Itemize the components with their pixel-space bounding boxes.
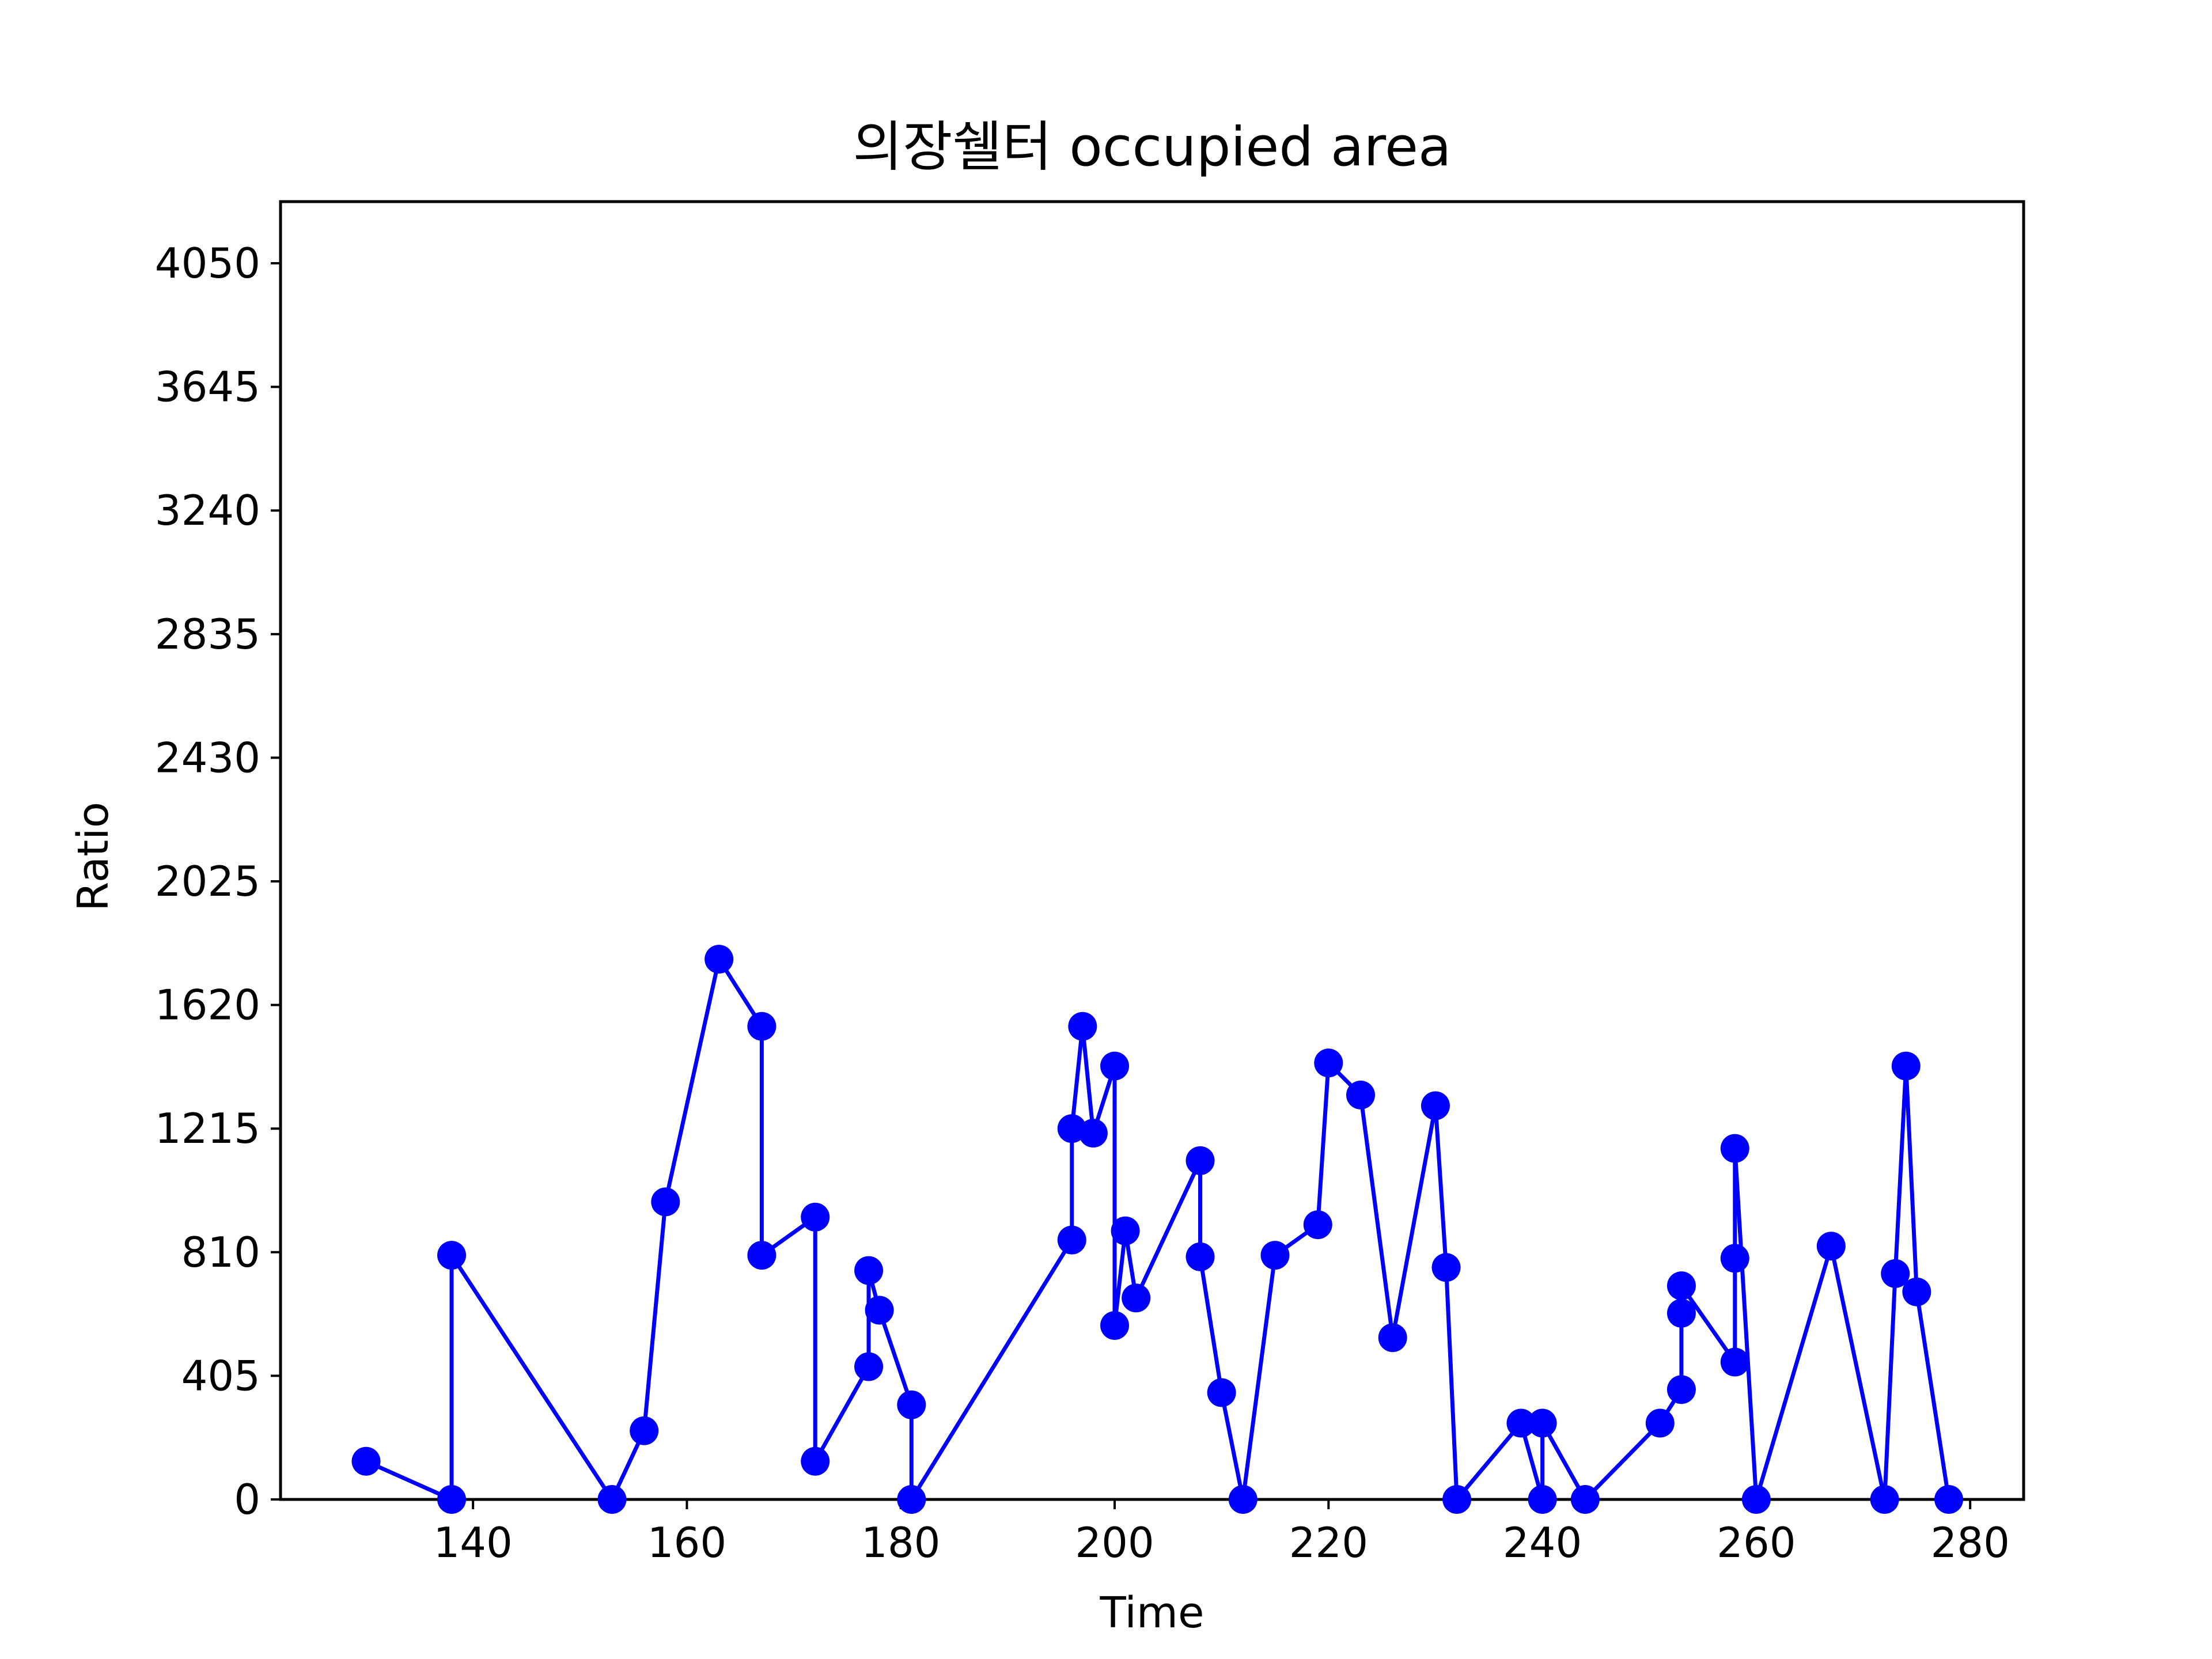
data-point (437, 1485, 467, 1514)
data-point (1314, 1048, 1343, 1078)
data-point (1666, 1271, 1696, 1301)
data-point (1346, 1080, 1376, 1109)
x-tick-label: 220 (1289, 1518, 1368, 1567)
data-point (630, 1416, 659, 1445)
data-point (1870, 1485, 1899, 1514)
data-point (1506, 1408, 1536, 1438)
data-point (747, 1241, 777, 1270)
data-point (597, 1485, 627, 1514)
data-point (1528, 1485, 1557, 1514)
data-point (1431, 1253, 1461, 1282)
x-tick-label: 160 (647, 1518, 726, 1567)
data-point (1260, 1241, 1290, 1270)
data-point (1185, 1146, 1215, 1175)
y-tick-label: 0 (234, 1475, 260, 1524)
x-tick-label: 140 (433, 1518, 512, 1567)
data-point (801, 1202, 830, 1232)
y-tick-label: 2835 (155, 610, 260, 658)
data-point (1570, 1485, 1600, 1514)
data-point (1666, 1375, 1696, 1404)
y-tick-label: 2025 (155, 857, 260, 906)
data-point (1934, 1485, 1964, 1514)
data-point (1228, 1485, 1257, 1514)
data-point (1057, 1225, 1086, 1255)
chart-title: 의장쉘터 occupied area (853, 116, 1451, 179)
data-point (1645, 1408, 1675, 1438)
data-point (1207, 1378, 1236, 1407)
data-point (1902, 1277, 1931, 1306)
data-point (1816, 1232, 1846, 1261)
data-point (1068, 1012, 1097, 1041)
data-point (1421, 1091, 1450, 1120)
data-point (1303, 1210, 1332, 1240)
x-tick-label: 280 (1930, 1518, 2009, 1567)
x-tick-label: 180 (861, 1518, 940, 1567)
y-tick-label: 3240 (155, 486, 260, 535)
plot-area (279, 200, 2025, 1501)
y-tick-label: 4050 (155, 239, 260, 287)
data-point (1078, 1119, 1108, 1148)
data-point (1185, 1242, 1215, 1271)
data-point (854, 1256, 884, 1285)
data-point (1741, 1485, 1771, 1514)
data-point (897, 1390, 926, 1419)
data-point (651, 1187, 680, 1217)
y-axis: 0 405 810 1215 1620 2025 2430 2835 3240 3645 4050 (155, 239, 281, 1524)
data-point (1720, 1134, 1749, 1163)
data-point (1100, 1310, 1130, 1340)
data-point (1100, 1051, 1130, 1081)
data-point (865, 1296, 894, 1325)
data-point (1528, 1408, 1557, 1438)
data-point (1111, 1216, 1140, 1245)
x-tick-label: 240 (1503, 1518, 1582, 1567)
data-point (437, 1241, 467, 1270)
y-tick-label: 1620 (155, 981, 260, 1029)
data-point (897, 1485, 926, 1514)
data-point (1378, 1323, 1407, 1353)
data-point (801, 1446, 830, 1476)
x-axis-label: Time (1099, 1588, 1204, 1638)
data-point (1881, 1259, 1910, 1288)
plot-frame (279, 200, 2025, 1501)
data-point (1057, 1114, 1086, 1143)
data-point (1720, 1347, 1749, 1377)
y-axis-label: Ratio (69, 802, 118, 911)
data-point (704, 945, 734, 974)
series-layer (351, 945, 1964, 1514)
y-tick-label: 1215 (155, 1104, 260, 1153)
y-tick-label: 2430 (155, 733, 260, 782)
data-point (1666, 1298, 1696, 1328)
data-point (1122, 1283, 1151, 1313)
data-point (747, 1012, 777, 1041)
y-tick-label: 405 (181, 1351, 260, 1400)
data-point (854, 1352, 884, 1381)
data-point (1891, 1051, 1921, 1081)
data-point (351, 1446, 381, 1476)
x-tick-label: 260 (1717, 1518, 1796, 1567)
y-tick-label: 3645 (155, 363, 260, 411)
x-tick-label: 200 (1075, 1518, 1154, 1567)
x-axis: 140 160 180 200 220 240 260 280 (433, 1499, 2010, 1567)
data-point (1442, 1485, 1472, 1514)
data-point (1720, 1244, 1749, 1273)
y-tick-label: 810 (181, 1228, 260, 1277)
